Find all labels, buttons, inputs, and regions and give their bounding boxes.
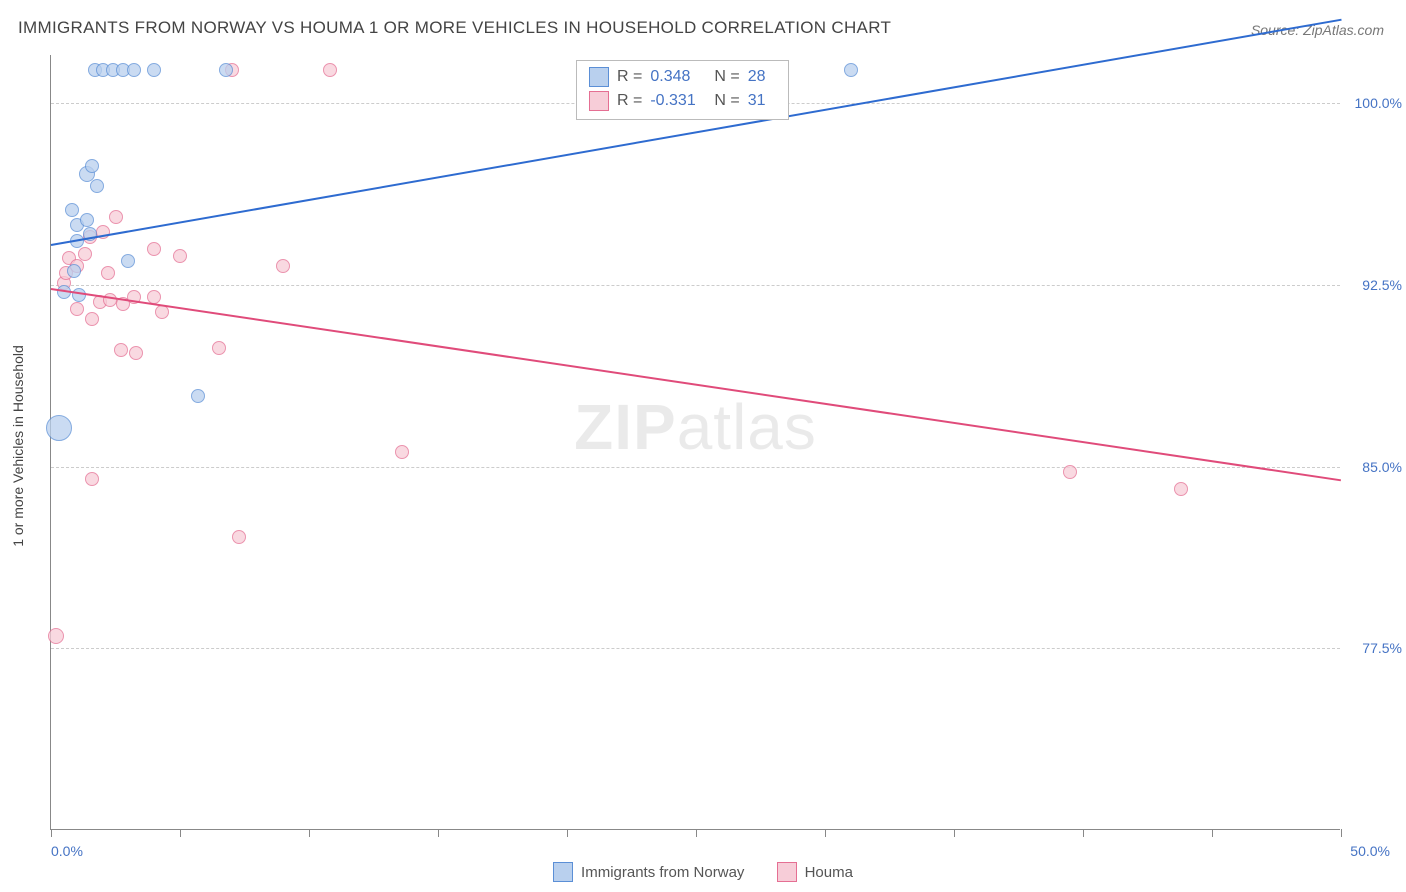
r-value: 0.348 — [650, 65, 706, 89]
data-point — [46, 415, 72, 441]
plot-area: ZIPatlas 100.0%92.5%85.0%77.5%0.0%50.0%R… — [50, 55, 1340, 830]
data-point — [173, 249, 187, 263]
x-tick — [567, 829, 568, 837]
chart-container: IMMIGRANTS FROM NORWAY VS HOUMA 1 OR MOR… — [0, 0, 1406, 892]
data-point — [1174, 482, 1188, 496]
n-value: 28 — [748, 65, 776, 89]
x-tick — [954, 829, 955, 837]
x-tick — [1083, 829, 1084, 837]
x-tick — [825, 829, 826, 837]
y-tick-label: 77.5% — [1347, 640, 1402, 656]
x-tick — [1212, 829, 1213, 837]
data-point — [129, 346, 143, 360]
stats-row: R = 0.348 N = 28 — [589, 65, 776, 89]
data-point — [101, 266, 115, 280]
legend-swatch-b — [777, 862, 797, 882]
data-point — [191, 389, 205, 403]
y-tick-label: 100.0% — [1347, 95, 1402, 111]
data-point — [65, 203, 79, 217]
y-axis-label: 1 or more Vehicles in Household — [10, 345, 26, 547]
data-point — [219, 63, 233, 77]
watermark-left: ZIP — [574, 391, 677, 463]
data-point — [232, 530, 246, 544]
x-tick — [696, 829, 697, 837]
gridline — [51, 648, 1340, 649]
r-label: R = — [617, 65, 642, 89]
x-tick — [309, 829, 310, 837]
x-tick — [180, 829, 181, 837]
gridline — [51, 285, 1340, 286]
data-point — [147, 242, 161, 256]
legend-label-a: Immigrants from Norway — [581, 864, 744, 881]
data-point — [109, 210, 123, 224]
n-label: N = — [714, 65, 739, 89]
data-point — [276, 259, 290, 273]
stats-swatch — [589, 91, 609, 111]
data-point — [70, 302, 84, 316]
y-tick-label: 85.0% — [1347, 459, 1402, 475]
data-point — [844, 63, 858, 77]
data-point — [90, 179, 104, 193]
legend-swatch-a — [553, 862, 573, 882]
data-point — [114, 343, 128, 357]
n-value: 31 — [748, 89, 776, 113]
data-point — [67, 264, 81, 278]
data-point — [48, 628, 64, 644]
trend-line — [51, 288, 1341, 481]
data-point — [85, 159, 99, 173]
r-label: R = — [617, 89, 642, 113]
data-point — [80, 213, 94, 227]
legend-item-b: Houma — [777, 862, 853, 882]
x-tick — [438, 829, 439, 837]
stats-box: R = 0.348 N = 28 R = -0.331 N = 31 — [576, 60, 789, 120]
trend-line — [51, 19, 1341, 246]
x-min-label: 0.0% — [51, 843, 83, 859]
legend-item-a: Immigrants from Norway — [553, 862, 744, 882]
data-point — [212, 341, 226, 355]
gridline — [51, 467, 1340, 468]
watermark: ZIPatlas — [574, 390, 817, 464]
data-point — [395, 445, 409, 459]
data-point — [121, 254, 135, 268]
data-point — [85, 472, 99, 486]
x-tick — [1341, 829, 1342, 837]
data-point — [127, 63, 141, 77]
r-value: -0.331 — [650, 89, 706, 113]
y-tick-label: 92.5% — [1347, 277, 1402, 293]
data-point — [1063, 465, 1077, 479]
data-point — [323, 63, 337, 77]
x-tick — [51, 829, 52, 837]
x-max-label: 50.0% — [1350, 843, 1390, 859]
data-point — [85, 312, 99, 326]
stats-row: R = -0.331 N = 31 — [589, 89, 776, 113]
data-point — [78, 247, 92, 261]
legend-label-b: Houma — [805, 864, 853, 881]
stats-swatch — [589, 67, 609, 87]
data-point — [147, 63, 161, 77]
n-label: N = — [714, 89, 739, 113]
watermark-right: atlas — [677, 391, 817, 463]
chart-title: IMMIGRANTS FROM NORWAY VS HOUMA 1 OR MOR… — [18, 18, 891, 38]
legend: Immigrants from Norway Houma — [0, 862, 1406, 886]
